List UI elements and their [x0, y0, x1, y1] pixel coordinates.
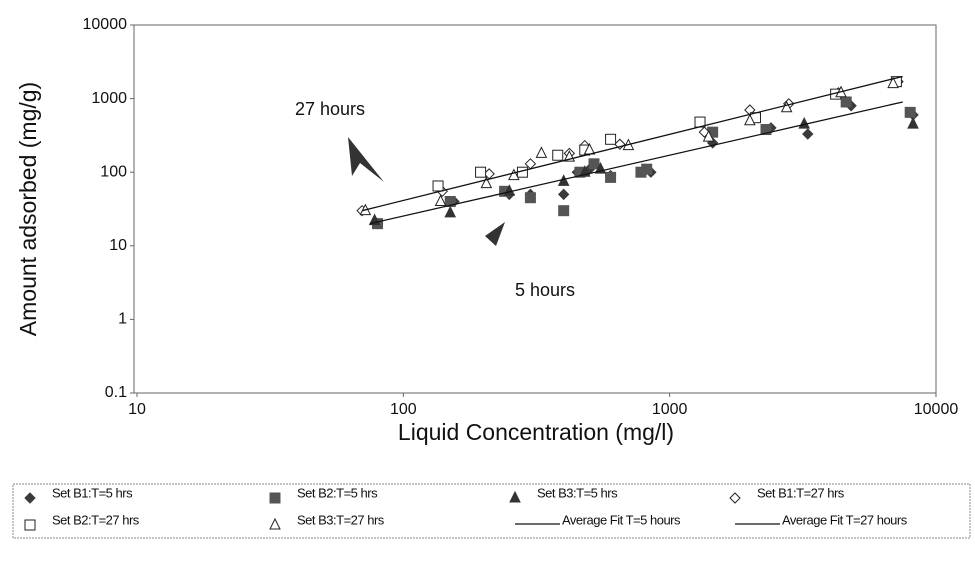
legend-box [12, 483, 971, 539]
point [904, 106, 916, 118]
legend-marker [24, 519, 36, 531]
plot-frame [133, 24, 937, 394]
point [744, 113, 756, 126]
annotation: 5 hours [515, 280, 575, 300]
point [558, 205, 570, 217]
fit-line [369, 101, 903, 225]
point [535, 146, 548, 158]
point [557, 188, 570, 201]
legend-label: Set B2:T=27 hrs [52, 512, 140, 527]
legend-marker [509, 490, 521, 503]
point [887, 76, 899, 89]
x-tick-label: 10 [128, 401, 146, 418]
y-tick-label: 10000 [83, 16, 128, 33]
point [780, 100, 793, 113]
legend-marker [269, 492, 281, 504]
y-tick-label: 1000 [91, 90, 127, 107]
point [641, 163, 653, 175]
x-axis-label: Liquid Concentration (mg/l) [398, 419, 674, 445]
annotation-arrow [475, 222, 505, 246]
point [434, 194, 447, 206]
point [444, 205, 457, 218]
legend-label: Set B1:T=5 hrs [52, 485, 133, 500]
point [907, 117, 919, 129]
point [480, 176, 493, 189]
legend-label: Set B2:T=5 hrs [297, 485, 378, 500]
point [760, 124, 772, 136]
point [840, 96, 852, 108]
x-tick-label: 1000 [652, 401, 688, 418]
legend-label: Set B1:T=27 hrs [757, 485, 845, 500]
legend-label: Set B3:T=5 hrs [537, 485, 618, 500]
legend-label: Average Fit T=5 hours [562, 512, 681, 527]
legend-marker [269, 517, 281, 530]
point [702, 129, 715, 142]
y-tick-label: 10 [109, 237, 127, 254]
point [588, 158, 600, 170]
point [432, 180, 444, 192]
annotation: 27 hours [295, 99, 365, 119]
legend-marker [24, 492, 36, 504]
point [524, 192, 536, 204]
legend-label: Average Fit T=27 hours [782, 512, 908, 527]
fit-line [361, 75, 903, 212]
y-tick-label: 1 [118, 311, 127, 328]
x-tick-label: 10000 [914, 401, 959, 418]
point [605, 133, 617, 145]
point [605, 171, 617, 183]
x-tick-label: 100 [390, 401, 417, 418]
point [552, 149, 564, 161]
y-tick-label: 100 [100, 163, 127, 180]
y-axis-label: Amount adsorbed (mg/g) [15, 82, 41, 336]
point [475, 166, 487, 178]
point [802, 128, 814, 140]
legend-label: Set B3:T=27 hrs [297, 512, 385, 527]
annotation-arrow [348, 137, 384, 182]
point [508, 168, 520, 181]
legend-marker [729, 492, 741, 504]
y-tick-label: 0.1 [105, 384, 127, 401]
